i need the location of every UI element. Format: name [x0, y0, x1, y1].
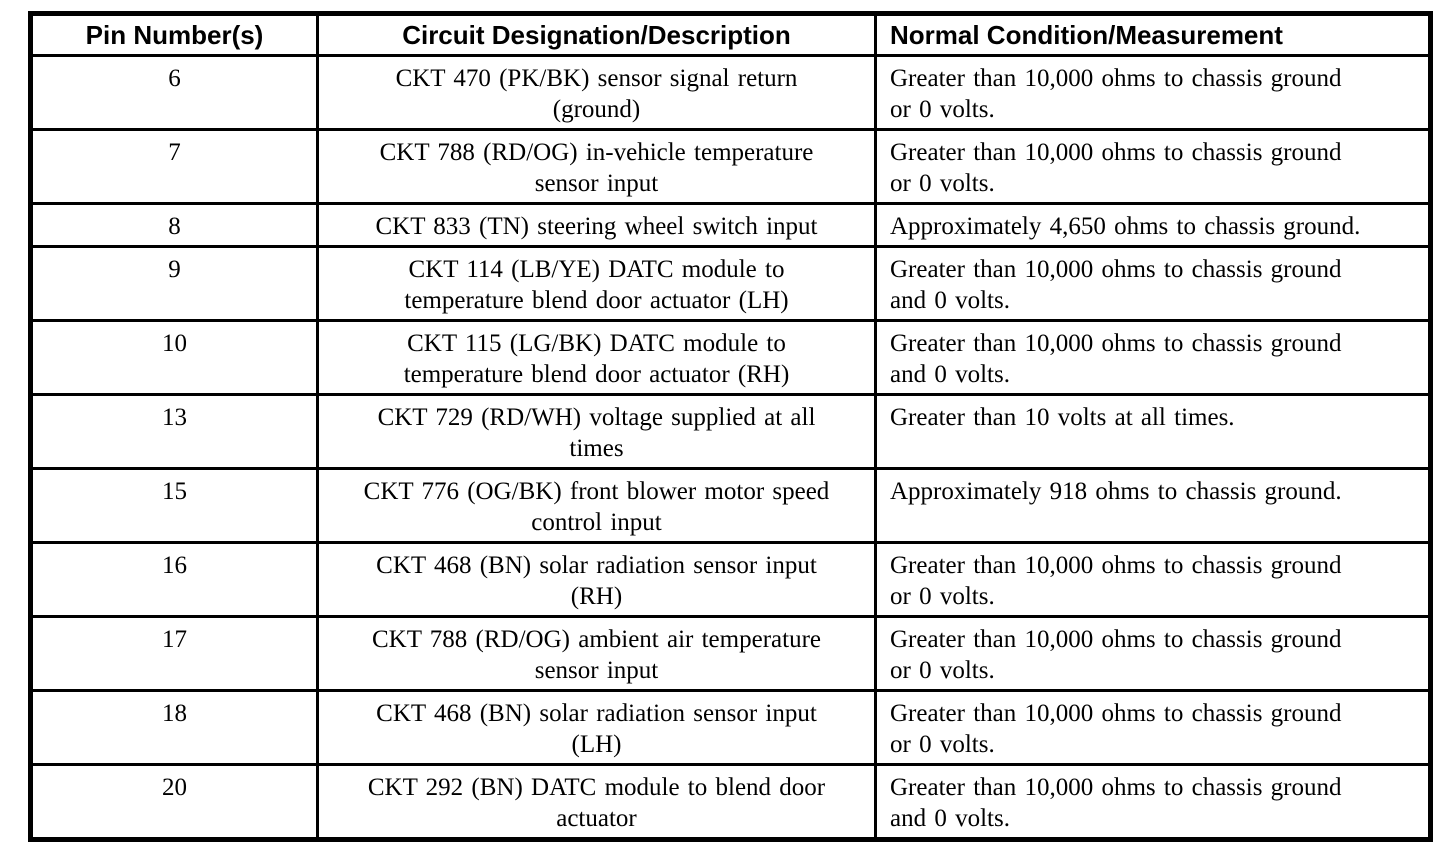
table-row: 7 CKT 788 (RD/OG) in-vehicle temperature …	[29, 128, 1432, 205]
normal-condition-cell: Greater than 10,000 ohms to chassis grou…	[874, 54, 1432, 131]
table-row: 16 CKT 468 (BN) solar radiation sensor in…	[29, 541, 1432, 618]
pin-number-cell: 16	[29, 541, 319, 618]
table-row: 8 CKT 833 (TN) steering wheel switch inpu…	[29, 202, 1432, 248]
pin-number-cell: 18	[29, 689, 319, 766]
circuit-description-cell: CKT 292 (BN) DATC module to blend door a…	[316, 763, 877, 841]
normal-condition-cell: Greater than 10,000 ohms to chassis grou…	[874, 615, 1432, 692]
circuit-description-cell: CKT 468 (BN) solar radiation sensor inpu…	[316, 541, 877, 618]
pin-number-cell: 6	[29, 54, 319, 131]
circuit-description-cell: CKT 115 (LG/BK) DATC module to temperatu…	[316, 319, 877, 396]
table-row: 18 CKT 468 (BN) solar radiation sensor in…	[29, 689, 1432, 766]
circuit-description-cell: CKT 470 (PK/BK) sensor signal return (gr…	[316, 54, 877, 131]
table-row: 9 CKT 114 (LB/YE) DATC module to temperat…	[29, 245, 1432, 322]
circuit-description-cell: CKT 468 (BN) solar radiation sensor inpu…	[316, 689, 877, 766]
table-body: 6 CKT 470 (PK/BK) sensor signal return (g…	[29, 54, 1432, 841]
circuit-description-cell: CKT 833 (TN) steering wheel switch input	[316, 202, 877, 248]
pin-number-cell: 20	[29, 763, 319, 841]
normal-condition-cell: Greater than 10,000 ohms to chassis grou…	[874, 319, 1432, 396]
circuit-description-cell: CKT 776 (OG/BK) front blower motor speed…	[316, 467, 877, 544]
table-row: 13 CKT 729 (RD/WH) voltage supplied at al…	[29, 393, 1432, 470]
pin-number-cell: 13	[29, 393, 319, 470]
pin-number-cell: 7	[29, 128, 319, 205]
normal-condition-cell: Greater than 10 volts at all times.	[874, 393, 1432, 470]
pin-connector-table: Pin Number(s) Circuit Designation/Descri…	[28, 11, 1433, 842]
circuit-description-cell: CKT 788 (RD/OG) ambient air temperature …	[316, 615, 877, 692]
pin-number-cell: 15	[29, 467, 319, 544]
pin-number-cell: 8	[29, 202, 319, 248]
normal-condition-cell: Approximately 4,650 ohms to chassis grou…	[874, 202, 1432, 248]
table-row: 17 CKT 788 (RD/OG) ambient air temperatur…	[29, 615, 1432, 692]
header-normal-condition: Normal Condition/Measurement	[874, 12, 1432, 57]
normal-condition-cell: Greater than 10,000 ohms to chassis grou…	[874, 763, 1432, 841]
header-circuit-designation: Circuit Designation/Description	[316, 12, 877, 57]
header-row: Pin Number(s) Circuit Designation/Descri…	[29, 12, 1432, 57]
normal-condition-cell: Greater than 10,000 ohms to chassis grou…	[874, 541, 1432, 618]
pin-number-cell: 17	[29, 615, 319, 692]
circuit-description-cell: CKT 788 (RD/OG) in-vehicle temperature s…	[316, 128, 877, 205]
normal-condition-cell: Greater than 10,000 ohms to chassis grou…	[874, 128, 1432, 205]
pin-number-cell: 10	[29, 319, 319, 396]
table-row: 20 CKT 292 (BN) DATC module to blend door…	[29, 763, 1432, 841]
table-row: 10 CKT 115 (LG/BK) DATC module to tempera…	[29, 319, 1432, 396]
circuit-description-cell: CKT 114 (LB/YE) DATC module to temperatu…	[316, 245, 877, 322]
header-pin-numbers: Pin Number(s)	[29, 12, 319, 57]
circuit-description-cell: CKT 729 (RD/WH) voltage supplied at all …	[316, 393, 877, 470]
normal-condition-cell: Approximately 918 ohms to chassis ground…	[874, 467, 1432, 544]
table-row: 6 CKT 470 (PK/BK) sensor signal return (g…	[29, 54, 1432, 131]
normal-condition-cell: Greater than 10,000 ohms to chassis grou…	[874, 245, 1432, 322]
table-row: 15 CKT 776 (OG/BK) front blower motor spe…	[29, 467, 1432, 544]
normal-condition-cell: Greater than 10,000 ohms to chassis grou…	[874, 689, 1432, 766]
pin-number-cell: 9	[29, 245, 319, 322]
